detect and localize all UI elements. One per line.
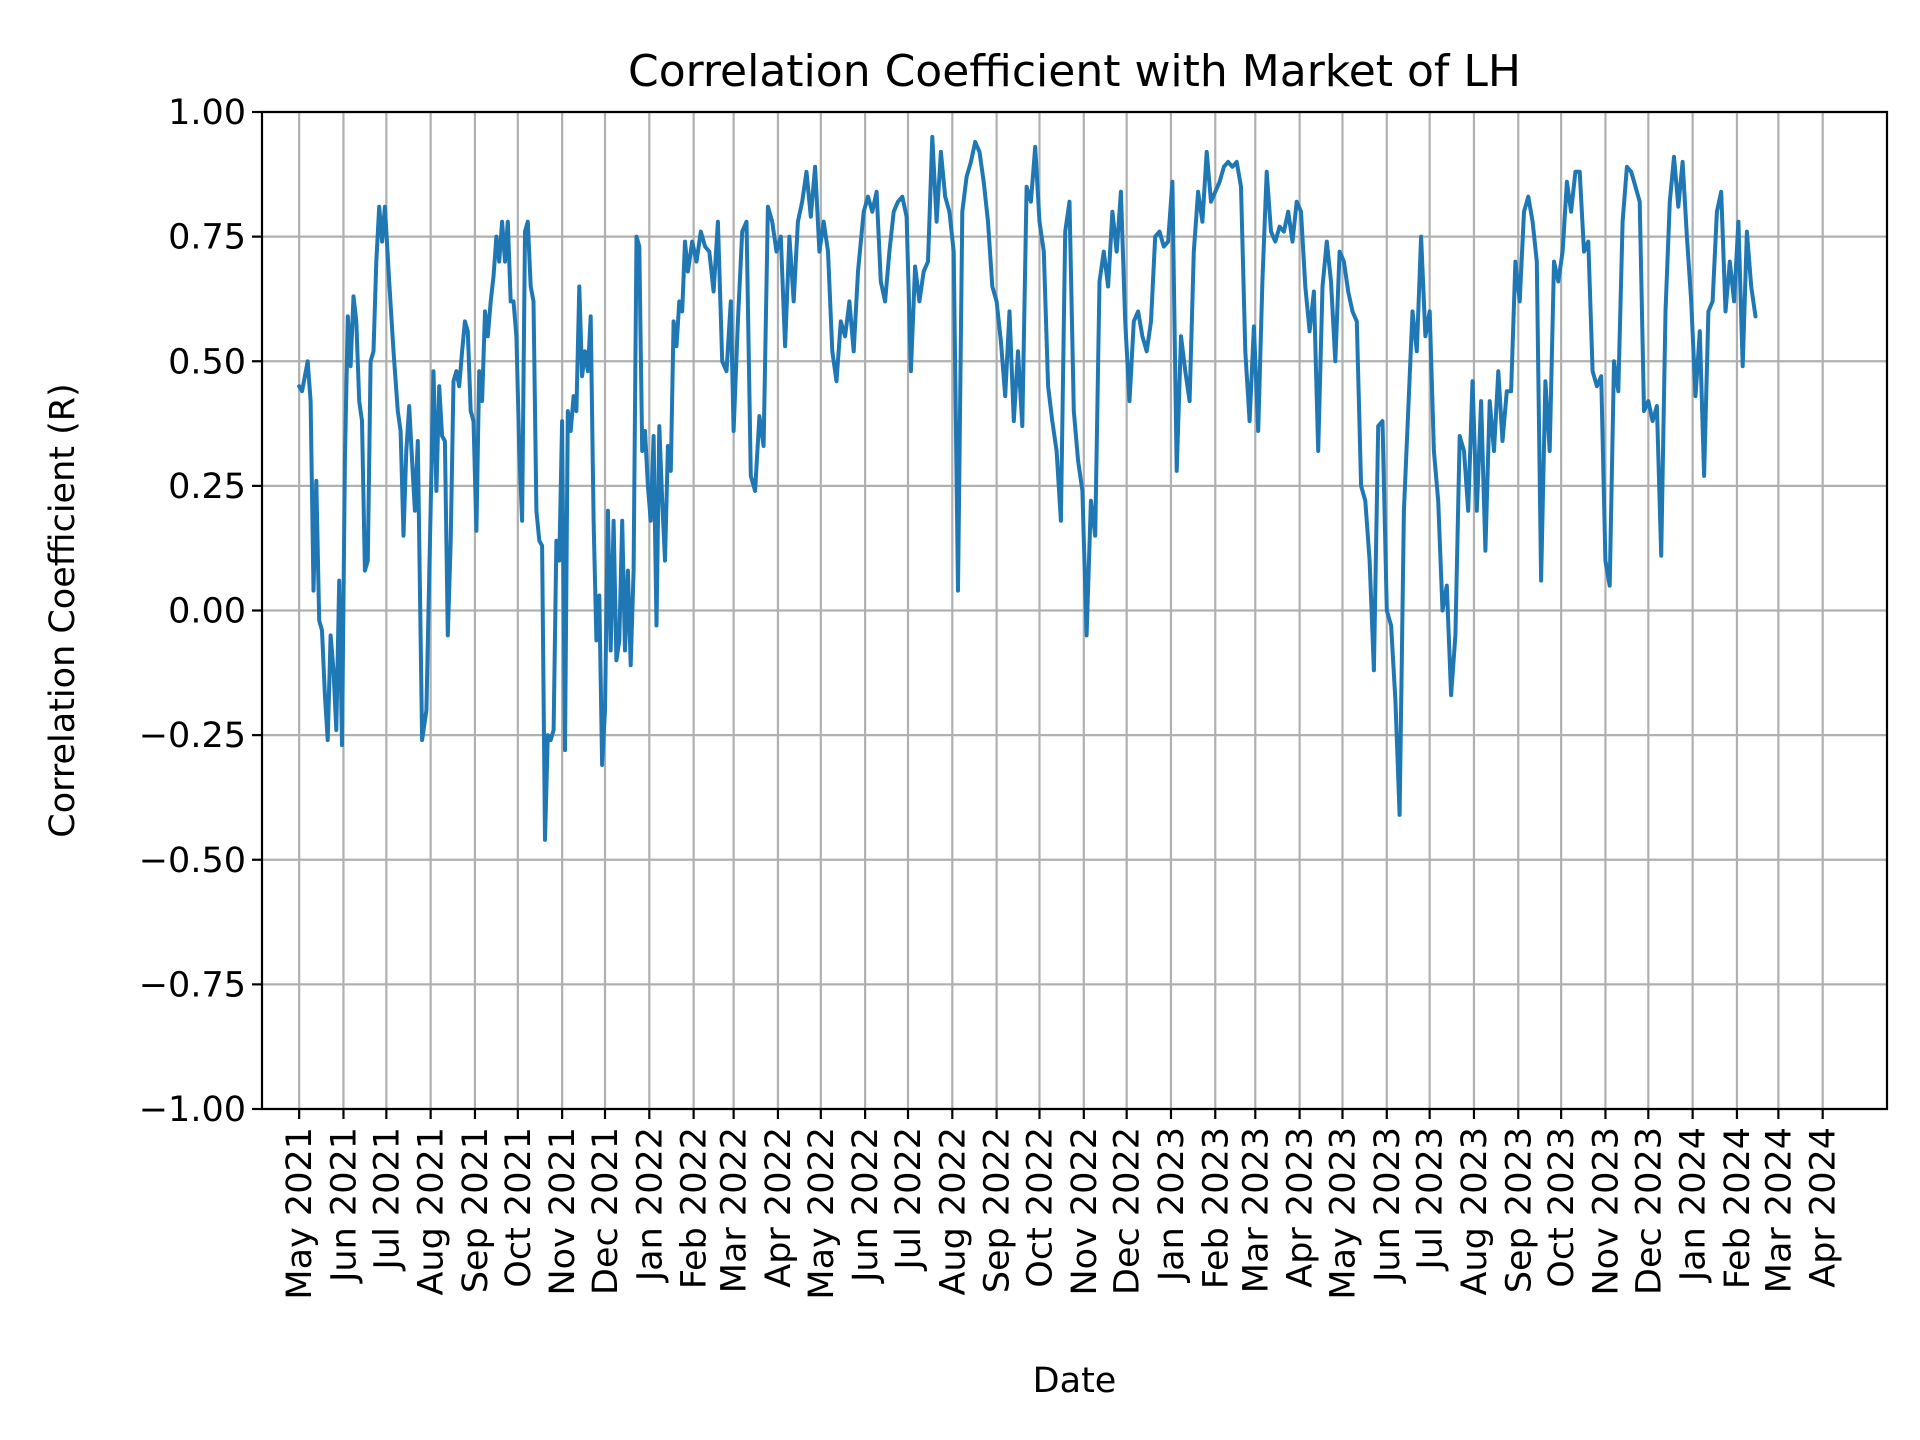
- x-tick-label: Jun 2021: [324, 1127, 364, 1284]
- x-axis-label: Date: [1033, 1361, 1117, 1401]
- x-tick-label: Jan 2022: [630, 1127, 670, 1283]
- x-tick-label: Nov 2021: [543, 1127, 583, 1296]
- x-tick-label: Jul 2021: [367, 1127, 407, 1271]
- grid: [262, 110, 1887, 1111]
- x-tick-label: Jan 2024: [1674, 1127, 1714, 1283]
- chart-title: Correlation Coefficient with Market of L…: [628, 46, 1521, 97]
- x-tick-label: Feb 2022: [675, 1127, 715, 1289]
- y-tick-label: 0.50: [168, 342, 246, 382]
- y-tick-label: 0.25: [168, 467, 246, 507]
- x-tick-label: Nov 2022: [1065, 1127, 1105, 1296]
- y-tick-label: 0.00: [168, 592, 246, 632]
- x-tick-label: Apr 2022: [759, 1127, 799, 1288]
- x-tick-label: Apr 2024: [1804, 1127, 1844, 1288]
- x-tick-label: Feb 2023: [1196, 1127, 1236, 1289]
- x-tick-label: Oct 2023: [1542, 1127, 1582, 1288]
- y-tick-label: −0.75: [139, 965, 246, 1005]
- x-tick-label: Dec 2021: [586, 1127, 626, 1295]
- y-tick-label: −1.00: [139, 1090, 246, 1130]
- x-tick-label: May 2023: [1323, 1127, 1363, 1300]
- x-tick-label: Jul 2023: [1411, 1127, 1451, 1271]
- x-tick-label: Oct 2022: [1020, 1127, 1060, 1288]
- x-tick-label: Sep 2023: [1499, 1127, 1539, 1293]
- x-tick-label: Aug 2023: [1455, 1127, 1495, 1296]
- x-tick-label: Sep 2022: [978, 1127, 1018, 1293]
- x-tick-label: Mar 2024: [1759, 1127, 1799, 1293]
- y-tick-label: −0.50: [139, 841, 246, 881]
- x-tick-label: Jun 2023: [1368, 1127, 1408, 1284]
- x-tick-label: Dec 2022: [1108, 1127, 1148, 1295]
- x-tick-label: Mar 2023: [1236, 1127, 1276, 1293]
- y-tick-label: 0.75: [168, 218, 246, 258]
- x-tick-label: Jul 2022: [889, 1127, 929, 1271]
- axis-ticks: −1.00 −0.75 −0.50 −0.25 0.00 0.25 0.50 0.75 1.00…: [139, 93, 1844, 1300]
- x-tick-label: Jan 2023: [1152, 1127, 1192, 1283]
- x-tick-label: Oct 2021: [499, 1127, 539, 1288]
- series-line: [297, 134, 1758, 842]
- x-tick-label: Jun 2022: [846, 1127, 886, 1284]
- x-tick-label: May 2022: [802, 1127, 842, 1300]
- x-tick-label: Aug 2022: [933, 1127, 973, 1296]
- x-tick-label: Sep 2021: [456, 1127, 496, 1293]
- x-tick-label: May 2021: [280, 1127, 320, 1300]
- y-tick-label: 1.00: [168, 93, 246, 133]
- y-axis-label: Correlation Coefficient (R): [43, 383, 83, 838]
- x-tick-label: Apr 2023: [1281, 1127, 1321, 1288]
- x-tick-label: Mar 2022: [715, 1127, 755, 1293]
- y-tick-label: −0.25: [139, 716, 246, 756]
- series-layer: [297, 134, 1758, 842]
- x-tick-label: Aug 2021: [412, 1127, 452, 1296]
- x-tick-label: Nov 2023: [1586, 1127, 1626, 1296]
- x-tick-label: Dec 2023: [1629, 1127, 1669, 1295]
- x-tick-label: Feb 2024: [1718, 1127, 1758, 1289]
